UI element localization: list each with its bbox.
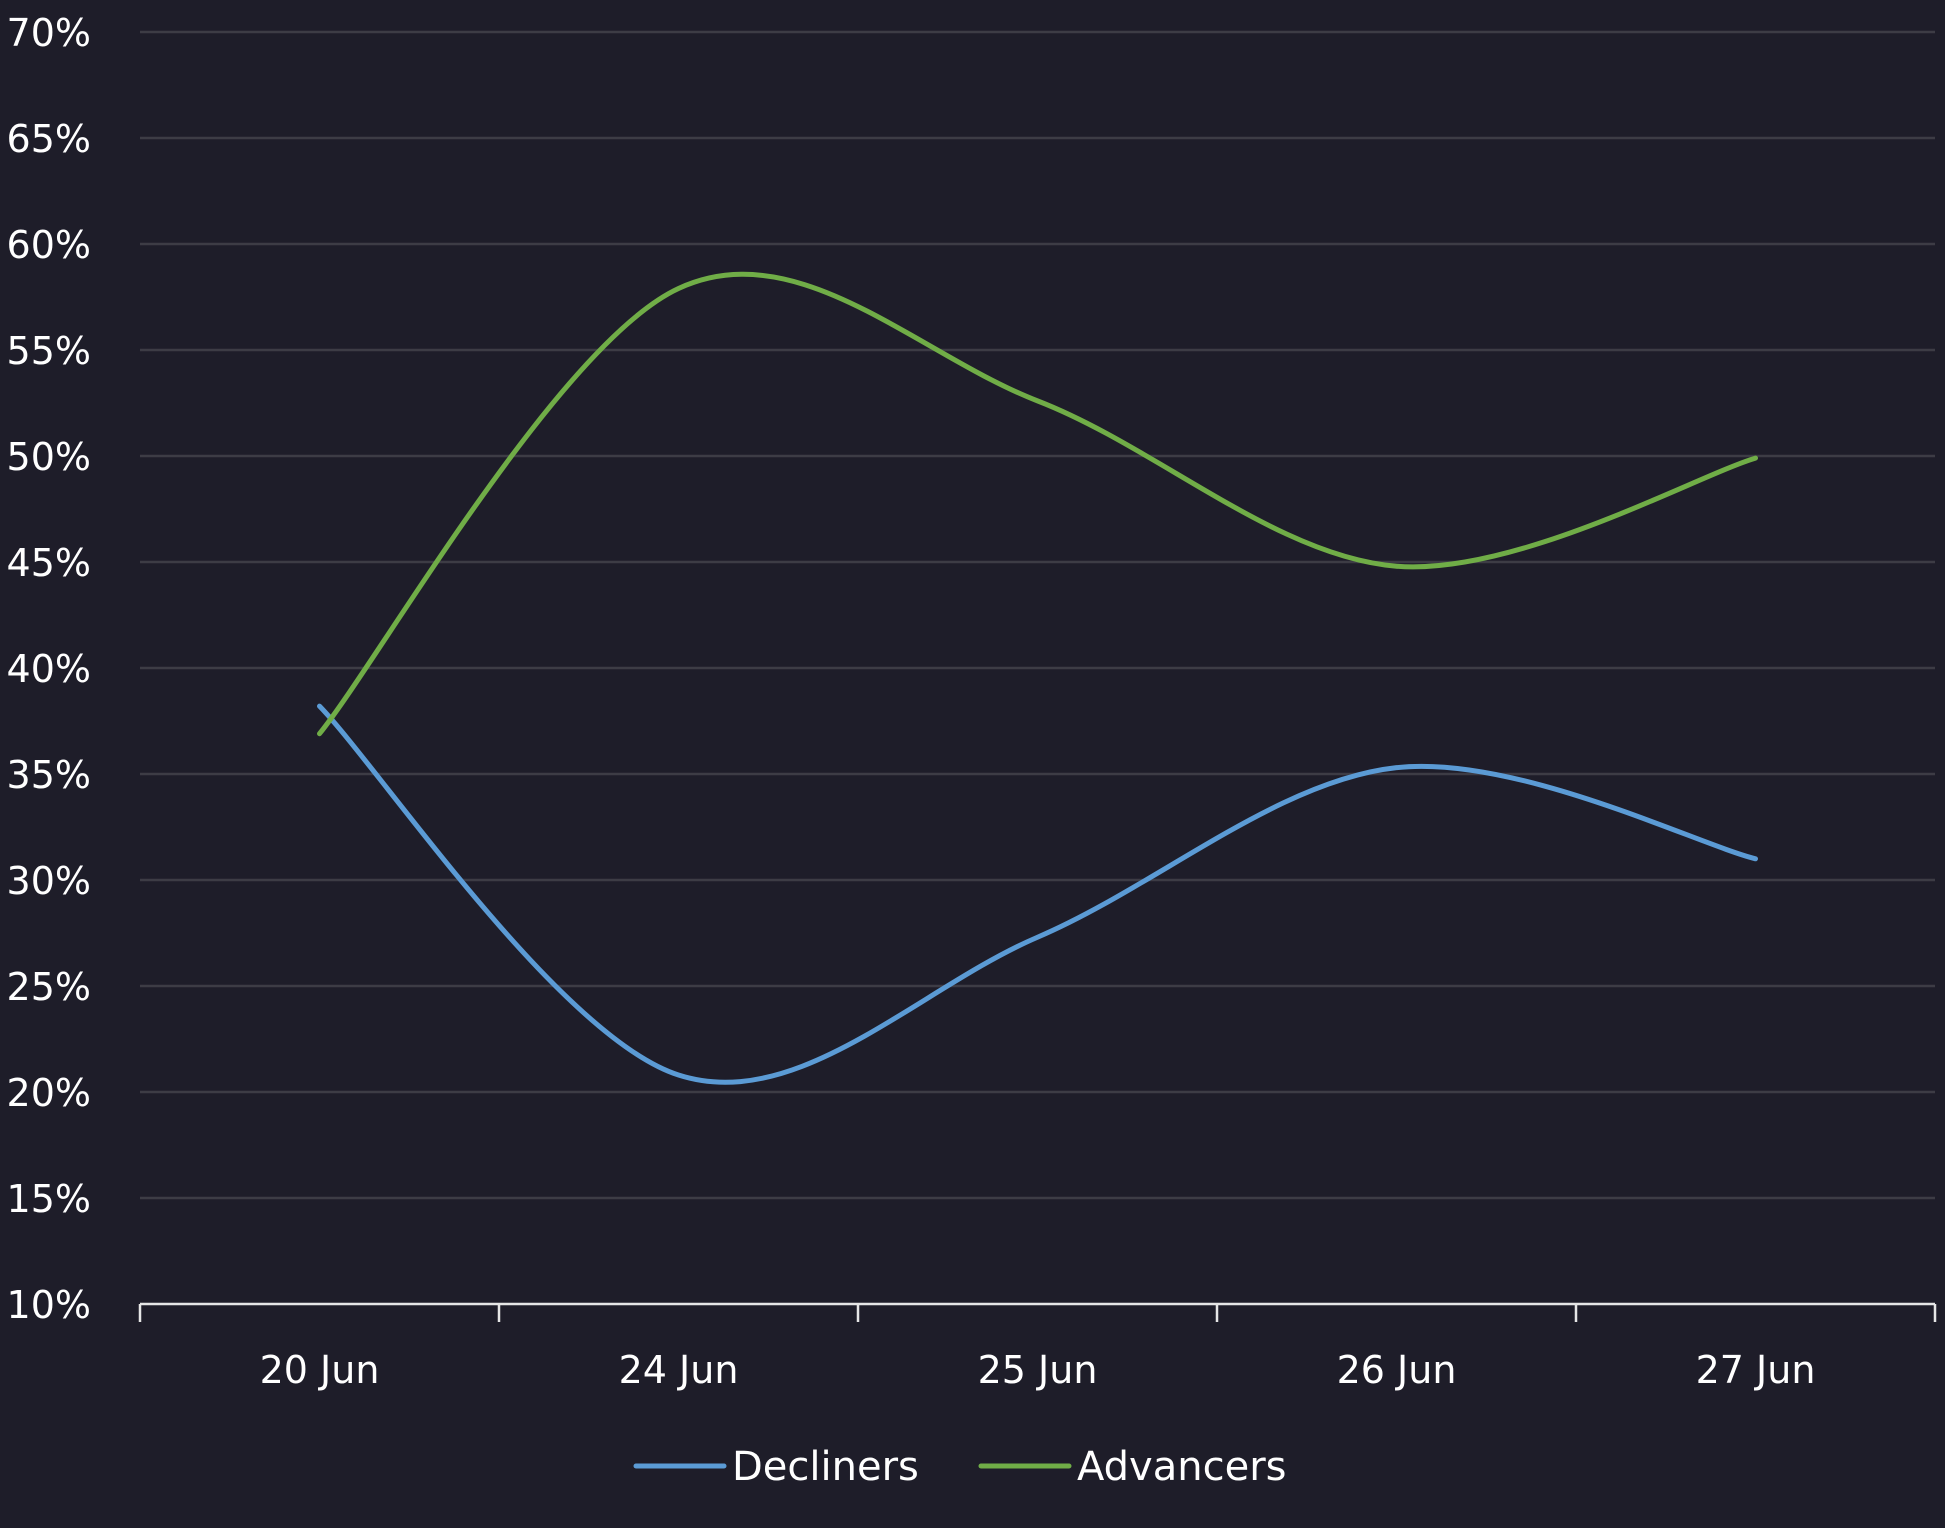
y-tick-label: 15% — [7, 1177, 91, 1221]
y-axis-tick-labels: 10% 15% 20% 25% 30% 35% 40% 45% 50% 55% 60% 65% 70% — [7, 11, 91, 1327]
series-lines — [317, 271, 1758, 1085]
y-tick-label: 50% — [7, 435, 91, 479]
y-tick-label: 25% — [7, 965, 91, 1009]
gridlines — [140, 30, 1935, 1200]
series-line-decliners — [317, 703, 1758, 1085]
y-tick-label: 60% — [7, 223, 91, 267]
x-axis: 20 Jun 24 Jun 25 Jun 26 Jun 27 Jun — [138, 1302, 1937, 1392]
y-tick-label: 45% — [7, 541, 91, 585]
y-tick-label: 70% — [7, 11, 91, 55]
x-tick-label: 27 Jun — [1696, 1348, 1816, 1392]
y-tick-label: 10% — [7, 1283, 91, 1327]
legend-label-advancers: Advancers — [1077, 1444, 1286, 1490]
y-tick-label: 30% — [7, 859, 91, 903]
x-tick-label: 26 Jun — [1337, 1348, 1457, 1392]
x-tick-label: 20 Jun — [260, 1348, 380, 1392]
y-tick-label: 40% — [7, 647, 91, 691]
x-tick-label: 25 Jun — [978, 1348, 1098, 1392]
y-tick-label: 65% — [7, 117, 91, 161]
y-tick-label: 35% — [7, 753, 91, 797]
y-tick-label: 55% — [7, 329, 91, 373]
x-tick-label: 24 Jun — [619, 1348, 739, 1392]
legend-label-decliners: Decliners — [732, 1444, 919, 1490]
series-line-advancers — [317, 271, 1758, 737]
legend: Decliners Advancers — [633, 1444, 1286, 1490]
y-tick-label: 20% — [7, 1071, 91, 1115]
